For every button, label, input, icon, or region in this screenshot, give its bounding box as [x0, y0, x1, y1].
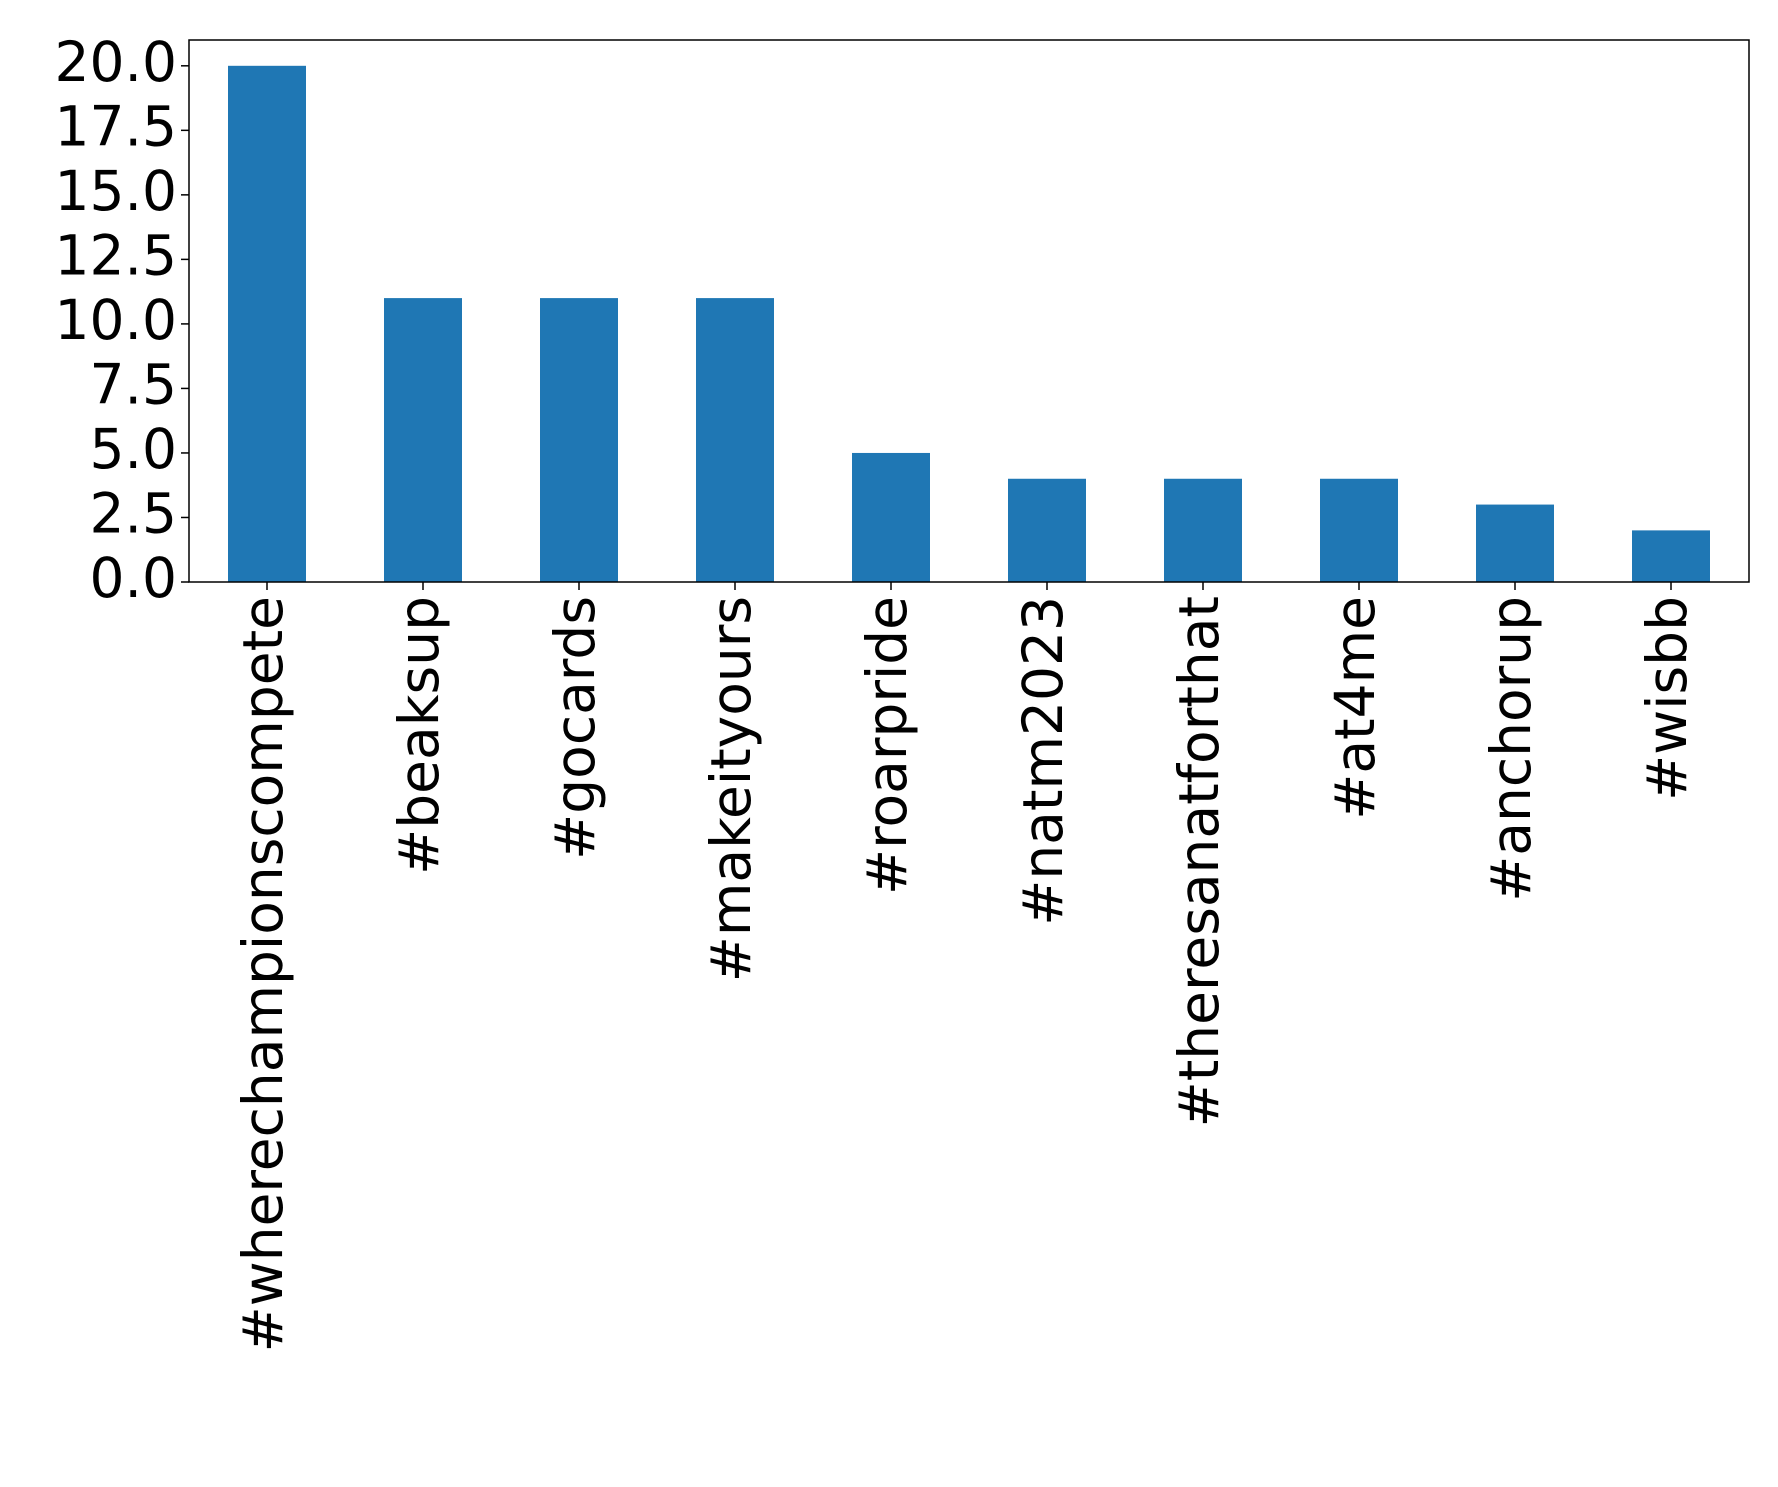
x-tick-label: #beaksup: [387, 596, 451, 875]
x-tick-label: #gocards: [543, 596, 607, 860]
bar: [228, 65, 306, 583]
bar: [1008, 478, 1086, 582]
y-tick-label: 12.5: [55, 224, 177, 288]
bar: [1476, 504, 1554, 582]
y-tick-label: 5.0: [90, 417, 177, 481]
bar: [1632, 530, 1710, 582]
x-tick-label: #natm2023: [1011, 596, 1075, 926]
bar: [696, 298, 774, 582]
x-tick-label: #anchorup: [1479, 596, 1543, 902]
x-tick-label: #at4me: [1323, 596, 1387, 820]
plot-frame: [188, 39, 1750, 583]
bar: [852, 452, 930, 582]
bar: [540, 298, 618, 582]
bar: [1164, 478, 1242, 582]
bar: [384, 298, 462, 582]
y-tick-label: 7.5: [90, 353, 177, 417]
y-tick-label: 10.0: [55, 288, 177, 352]
x-tick-label: #wherechampionscompete: [231, 596, 295, 1352]
y-tick-label: 17.5: [55, 94, 177, 158]
x-tick-label: #roarpride: [855, 596, 919, 895]
x-tick-label: #makeityours: [699, 596, 763, 982]
x-tick-label: #wisbb: [1635, 596, 1699, 801]
x-tick-label: #theresanatforthat: [1167, 596, 1231, 1127]
y-tick-label: 20.0: [55, 30, 177, 94]
y-tick-label: 2.5: [90, 482, 177, 546]
bar: [1320, 478, 1398, 582]
y-tick-label: 0.0: [90, 546, 177, 610]
y-tick-label: 15.0: [55, 159, 177, 223]
